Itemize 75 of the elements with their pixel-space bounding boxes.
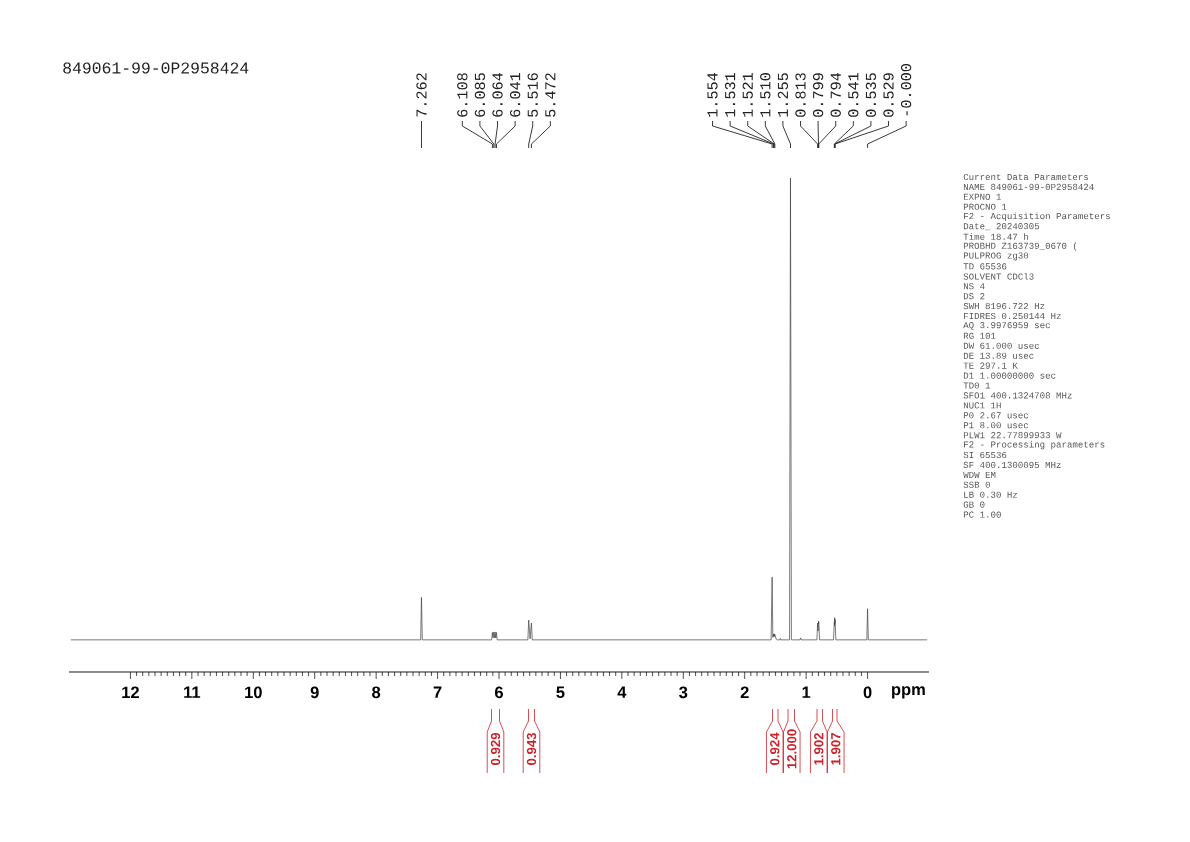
text: NS 4 <box>963 283 985 290</box>
text: FIDRES 0.250144 Hz <box>964 312 1061 320</box>
text: RG 101 <box>963 332 996 339</box>
text: Current Data Parameters <box>963 173 1089 181</box>
x-tick-label: 9 <box>310 686 319 699</box>
annotation: 1.554 <box>707 72 718 117</box>
text: 1.902 <box>814 732 824 765</box>
annotation: -0.000 <box>900 64 912 116</box>
annotation: 1.510 <box>760 73 771 117</box>
x-tick-label: 10 <box>245 686 262 699</box>
text: SWH 8196.722 Hz <box>963 302 1045 310</box>
annotation: 0.535 <box>865 73 877 117</box>
text: WDW EM <box>963 471 996 478</box>
text: 1.907 <box>831 733 841 765</box>
text: 0.924 <box>770 732 780 765</box>
annotation: 6.041 <box>509 72 521 117</box>
x-tick-label: 12 <box>122 686 139 699</box>
text: F2 - Processing parameters <box>964 440 1105 450</box>
x-tick-label: 4 <box>617 686 627 698</box>
x-tick-label: 11 <box>184 686 201 698</box>
x-tick-label: 0 <box>863 686 872 699</box>
text: PROBHD Z163739_0670 ( <box>963 242 1077 251</box>
x-axis-title: ppm <box>892 686 925 699</box>
x-tick-label: 3 <box>679 686 688 699</box>
text: P1 8.00 usec <box>963 422 1029 429</box>
annotation: 7.262 <box>416 73 427 117</box>
text: PROCNO 1 <box>963 203 1007 210</box>
x-tick-label: 1 <box>802 686 811 698</box>
text: DS 2 <box>963 293 985 300</box>
text: NAME 849061-99-0P2958424 <box>963 183 1094 191</box>
text: 12.000 <box>787 729 797 769</box>
chart-title: 849061-99-0P2958424 <box>63 62 249 74</box>
text: Time 18.47 h <box>963 233 1028 240</box>
annotation: 0.529 <box>883 73 894 117</box>
text: P0 2.67 usec <box>963 412 1029 419</box>
text: GB 0 <box>963 501 985 508</box>
annotation: 1.531 <box>724 72 736 117</box>
text: TD0 1 <box>963 382 991 389</box>
text: Date_ 20240305 <box>963 223 1040 231</box>
text: AQ 3.9976959 sec <box>963 322 1050 330</box>
text: NUC1 1H <box>963 402 1001 409</box>
text: F2 - Acquisition Parameters <box>964 212 1110 221</box>
annotation: 6.064 <box>492 72 503 117</box>
annotation: 1.255 <box>777 73 789 117</box>
text: TD 65536 <box>963 263 1007 270</box>
x-tick-label: 7 <box>433 686 442 698</box>
x-tick-label: 8 <box>372 686 381 699</box>
x-tick-label: 6 <box>495 686 503 699</box>
text: DW 61.000 usec <box>963 342 1039 349</box>
text: D1 1.00000000 sec <box>963 372 1056 379</box>
text: DE 13.89 usec <box>963 352 1034 359</box>
annotation: 0.799 <box>812 73 824 117</box>
annotation: 0.813 <box>795 73 806 117</box>
annotation: 6.108 <box>457 73 468 117</box>
annotation: 0.794 <box>830 72 841 117</box>
text: TE 297.1 K <box>963 362 1018 369</box>
text: SOLVENT CDCl3 <box>963 272 1034 280</box>
text: 0.943 <box>526 732 537 765</box>
text: PULPROG zg30 <box>963 252 1029 261</box>
text: EXPNO 1 <box>963 193 1001 200</box>
x-tick-label: 2 <box>740 686 749 699</box>
text: LB 0.30 Hz <box>964 491 1018 498</box>
text: SSB 0 <box>963 481 990 488</box>
text: SI 65536 <box>963 451 1007 459</box>
text: SF 400.1300095 MHz <box>963 461 1061 469</box>
text: PLW1 22.77899933 W <box>963 432 1062 439</box>
text: PC 1.00 <box>963 511 1001 518</box>
annotation: 0.541 <box>848 72 859 117</box>
annotation: 5.516 <box>527 73 538 117</box>
annotation: 6.085 <box>474 73 486 117</box>
text: 0.929 <box>490 732 501 765</box>
annotation: 1.521 <box>742 72 753 117</box>
x-tick-label: 5 <box>556 686 565 699</box>
annotation: 5.472 <box>545 73 556 117</box>
text: SFO1 400.1324708 MHz <box>963 392 1072 399</box>
